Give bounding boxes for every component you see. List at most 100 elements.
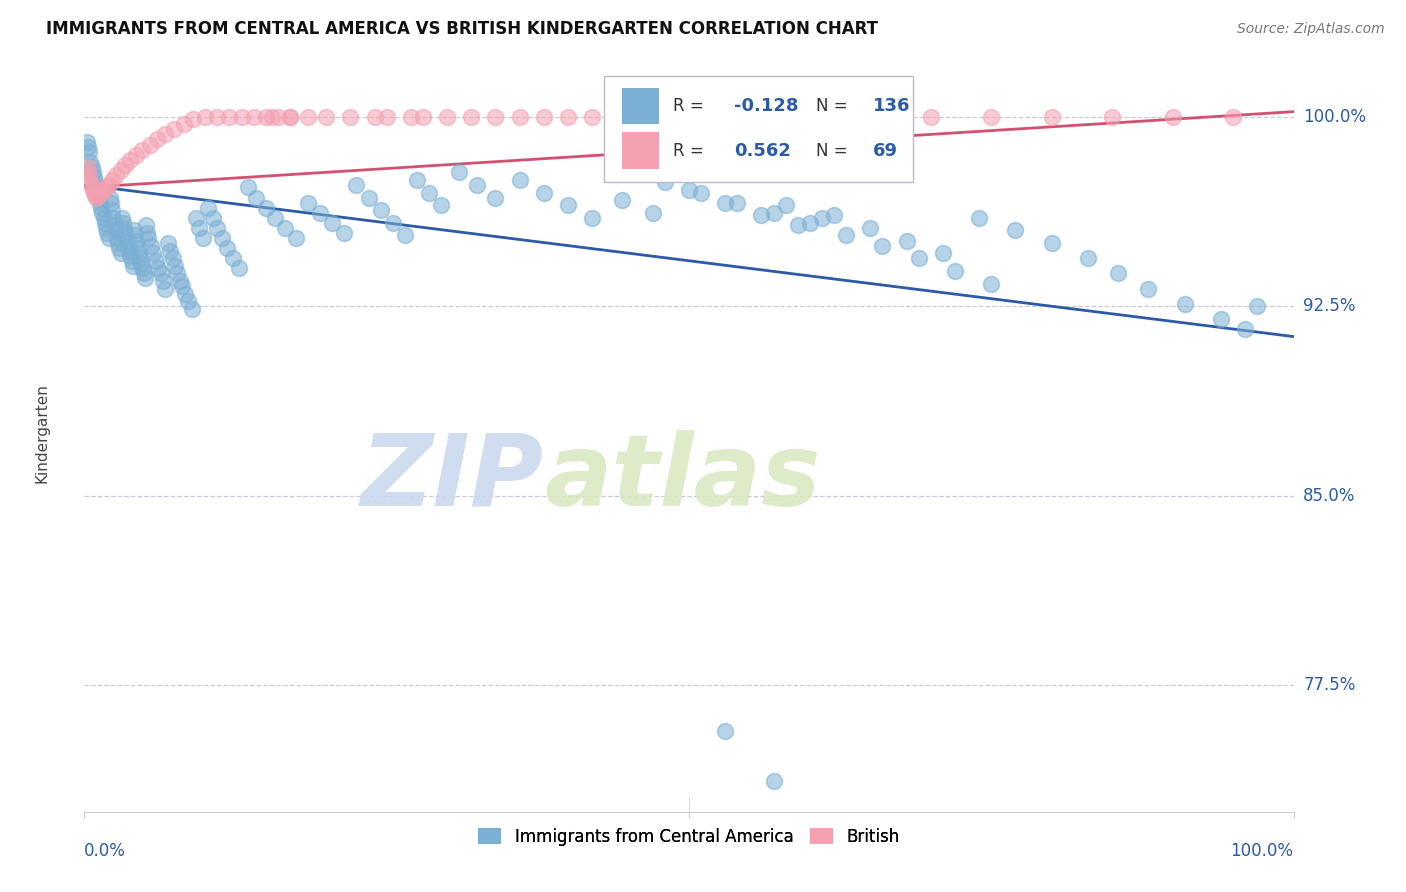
- Point: [1040, 110, 1063, 124]
- Point: [84, 176, 107, 190]
- Point: [236, 180, 259, 194]
- Point: [94, 216, 117, 230]
- Text: 100.0%: 100.0%: [1230, 842, 1294, 860]
- Point: [678, 183, 700, 197]
- Point: [799, 216, 821, 230]
- Point: [859, 110, 882, 124]
- Point: [260, 110, 283, 124]
- Point: [786, 219, 808, 233]
- Point: [97, 231, 120, 245]
- Point: [136, 226, 159, 240]
- Point: [835, 228, 858, 243]
- Text: R =: R =: [673, 142, 709, 160]
- Point: [333, 226, 356, 240]
- Point: [146, 261, 169, 276]
- Point: [135, 219, 157, 233]
- Point: [339, 110, 361, 124]
- Point: [139, 238, 162, 252]
- Point: [122, 223, 145, 237]
- Point: [142, 246, 165, 260]
- Point: [460, 110, 482, 124]
- Point: [678, 110, 700, 124]
- Point: [173, 286, 195, 301]
- Point: [436, 110, 458, 124]
- Text: 92.5%: 92.5%: [1303, 297, 1355, 315]
- Legend: Immigrants from Central America, British: Immigrants from Central America, British: [471, 822, 907, 853]
- Text: R =: R =: [673, 97, 709, 115]
- Point: [79, 155, 101, 169]
- Point: [370, 203, 392, 218]
- Point: [242, 110, 264, 124]
- Text: N =: N =: [815, 97, 853, 115]
- Point: [98, 191, 121, 205]
- Point: [690, 186, 713, 200]
- Point: [509, 110, 531, 124]
- Point: [201, 211, 224, 225]
- Point: [84, 188, 107, 202]
- Text: 136: 136: [873, 97, 910, 115]
- Point: [104, 219, 127, 233]
- Point: [90, 186, 112, 200]
- Point: [557, 110, 579, 124]
- Point: [77, 140, 100, 154]
- Point: [775, 198, 797, 212]
- Point: [120, 153, 142, 167]
- Point: [184, 211, 207, 225]
- Text: ZIP: ZIP: [361, 430, 544, 526]
- Point: [297, 195, 319, 210]
- Point: [581, 110, 603, 124]
- Text: 100.0%: 100.0%: [1303, 108, 1367, 126]
- Point: [811, 110, 834, 124]
- Point: [943, 264, 966, 278]
- Point: [194, 110, 217, 124]
- Point: [152, 274, 174, 288]
- Point: [1161, 110, 1184, 124]
- Point: [103, 211, 125, 225]
- Point: [254, 201, 277, 215]
- Point: [363, 110, 385, 124]
- Point: [430, 198, 453, 212]
- Point: [484, 110, 506, 124]
- Point: [83, 170, 105, 185]
- Point: [172, 279, 194, 293]
- Point: [1101, 110, 1123, 124]
- Point: [1004, 223, 1026, 237]
- Text: Source: ZipAtlas.com: Source: ZipAtlas.com: [1237, 22, 1385, 37]
- Point: [127, 241, 149, 255]
- Point: [87, 188, 110, 202]
- Point: [1246, 299, 1268, 313]
- Point: [231, 110, 253, 124]
- Text: N =: N =: [815, 142, 853, 160]
- Text: Kindergarten: Kindergarten: [35, 383, 49, 483]
- Point: [94, 220, 117, 235]
- Point: [131, 261, 153, 276]
- Point: [146, 132, 169, 146]
- Point: [215, 241, 238, 255]
- Point: [467, 178, 489, 192]
- Point: [394, 228, 416, 243]
- Point: [91, 206, 114, 220]
- Point: [138, 231, 160, 245]
- Point: [80, 180, 103, 194]
- Point: [121, 259, 143, 273]
- Point: [197, 201, 219, 215]
- Point: [654, 176, 676, 190]
- Point: [112, 220, 135, 235]
- Point: [1234, 322, 1257, 336]
- Point: [484, 191, 506, 205]
- Point: [1137, 281, 1160, 295]
- Point: [166, 267, 188, 281]
- Point: [149, 267, 172, 281]
- Point: [107, 236, 129, 251]
- Point: [267, 110, 290, 124]
- Point: [738, 110, 761, 124]
- Point: [77, 165, 100, 179]
- Text: 0.0%: 0.0%: [84, 842, 127, 860]
- Point: [211, 231, 233, 245]
- Text: 85.0%: 85.0%: [1303, 487, 1355, 505]
- Point: [581, 211, 603, 225]
- Point: [121, 253, 143, 268]
- Point: [94, 180, 117, 194]
- Point: [138, 137, 160, 152]
- Point: [751, 208, 773, 222]
